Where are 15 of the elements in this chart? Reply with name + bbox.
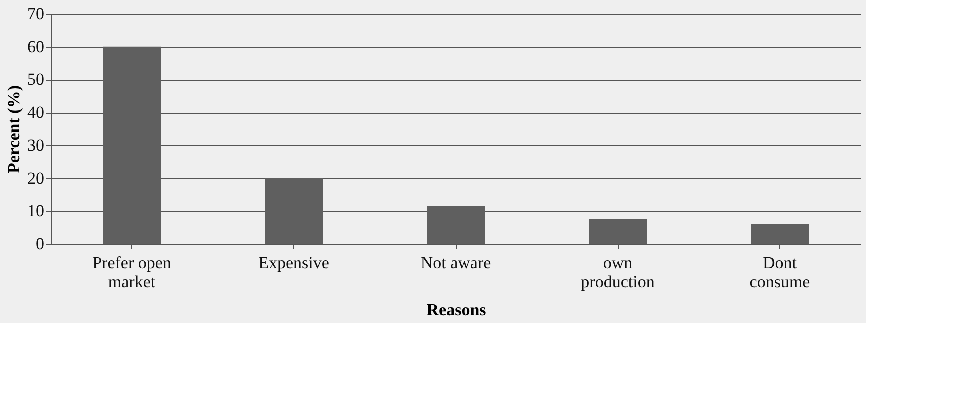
y-tick-label: 10 — [28, 202, 44, 221]
y-tick-label: 40 — [28, 103, 44, 122]
x-tick-label: Expensive — [258, 254, 330, 272]
x-tick-label: Dont consume — [750, 254, 810, 292]
y-tick-label: 50 — [28, 70, 44, 90]
x-tick-label: Not aware — [420, 254, 492, 272]
y-axis-title: Percent (%) — [4, 86, 24, 174]
y-tick-label: 20 — [28, 168, 44, 188]
y-tick-label: 70 — [28, 4, 44, 24]
x-tick-label: Prefer open market — [92, 254, 172, 292]
y-tick-label: 60 — [28, 37, 44, 56]
y-tick-label: 0 — [36, 234, 44, 254]
y-tick-label: 30 — [28, 136, 44, 155]
x-axis-title: Reasons — [426, 300, 487, 320]
x-tick-label: own production — [581, 254, 656, 292]
